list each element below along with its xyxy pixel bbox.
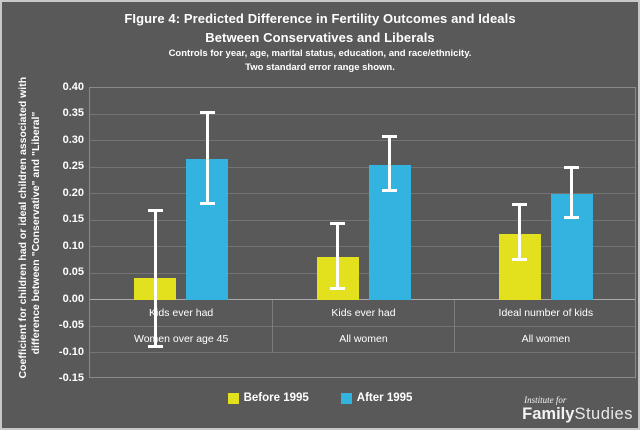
- gridline: [90, 352, 635, 354]
- error-bar-cap-bottom: [382, 189, 397, 193]
- error-bar-line: [153, 209, 157, 348]
- gridline: [90, 193, 635, 195]
- zero-axis-line: [90, 299, 635, 301]
- plot-area: Kids ever had Women over age 45 Kids ever …: [89, 87, 636, 378]
- y-tick-label: -0.05: [58, 319, 84, 332]
- error-bar-cap-bottom: [330, 287, 345, 291]
- error-bar-cap-bottom: [199, 202, 215, 206]
- category-separator: [271, 299, 273, 353]
- chart-subtitle-line1: Controls for year, age, marital status, …: [168, 48, 472, 59]
- error-bar-cap-bottom: [564, 215, 580, 219]
- gridline: [90, 140, 635, 142]
- category-measure-label: Ideal number of kids: [498, 306, 594, 319]
- legend-item-before-1995: Before 1995: [227, 392, 309, 404]
- y-tick-label: 0.40: [62, 81, 84, 93]
- gridline: [90, 272, 635, 274]
- legend-label: After 1995: [356, 392, 413, 404]
- chart-title-line2: Between Conservatives and Liberals: [205, 30, 435, 45]
- error-bar-cap-top: [199, 110, 215, 114]
- y-tick-label: 0.35: [62, 107, 84, 120]
- gridline: [90, 246, 635, 248]
- logo-family-studies: FamilyStudies: [522, 405, 633, 423]
- chart-title-line1: FIgure 4: Predicted Difference in Fertil…: [124, 11, 516, 26]
- y-tick-label: -0.15: [58, 372, 84, 384]
- error-bar-cap-top: [382, 134, 397, 138]
- category-separator: [454, 299, 456, 353]
- error-bar-cap-top: [512, 203, 528, 207]
- error-bar-line: [570, 167, 574, 218]
- y-tick-label: 0.15: [62, 213, 84, 226]
- logo-family-text: Family: [522, 405, 575, 423]
- y-tick-label: 0.05: [62, 266, 84, 279]
- gridline: [90, 325, 635, 327]
- category-measure-label: Kids ever had: [331, 306, 396, 319]
- category-population-label: All women: [339, 333, 388, 346]
- gridline: [90, 166, 635, 168]
- y-axis-title-line1: Coefficient for children had or ideal ch…: [17, 76, 29, 378]
- logo-studies-text: Studies: [574, 405, 633, 423]
- y-tick-label: 0.20: [62, 186, 84, 199]
- y-tick-label: -0.10: [58, 345, 84, 358]
- legend-swatch: [227, 392, 239, 404]
- category-measure-label: Kids ever had: [149, 306, 214, 319]
- error-bar-cap-top: [330, 221, 345, 225]
- error-bar-line: [336, 222, 339, 290]
- chart-header: FIgure 4: Predicted Difference in Fertil…: [2, 9, 638, 75]
- error-bar-cap-top: [147, 208, 163, 212]
- y-tick-label: 0.25: [62, 160, 84, 173]
- error-bar-line: [388, 135, 391, 192]
- category-population-label: Women over age 45: [133, 333, 229, 346]
- y-tick-label: 0.00: [62, 292, 84, 305]
- y-axis-title: Coefficient for children had or ideal ch…: [12, 76, 48, 378]
- error-bar-line: [205, 111, 209, 205]
- chart-subtitle-line2: Two standard error range shown.: [245, 62, 395, 73]
- y-tick-label: 0.10: [62, 239, 84, 252]
- error-bar-cap-top: [564, 166, 580, 170]
- error-bar-cap-bottom: [512, 257, 528, 261]
- legend-swatch: [340, 392, 352, 404]
- y-tick-label: 0.30: [62, 133, 84, 146]
- legend-item-after-1995: After 1995: [340, 392, 413, 404]
- gridline: [90, 113, 635, 115]
- error-bar-cap-bottom: [147, 345, 163, 349]
- y-axis-title-line2: difference between "Conservative" and "L…: [30, 111, 42, 354]
- chart-legend: Before 1995 After 1995: [2, 392, 638, 404]
- category-population-label: All women: [521, 333, 571, 346]
- legend-label: Before 1995: [243, 392, 309, 404]
- logo-institute-for: Institute for: [524, 395, 567, 405]
- error-bar-line: [518, 204, 522, 260]
- ifs-logo: Institute for FamilyStudies: [522, 395, 633, 423]
- gridline: [90, 219, 635, 221]
